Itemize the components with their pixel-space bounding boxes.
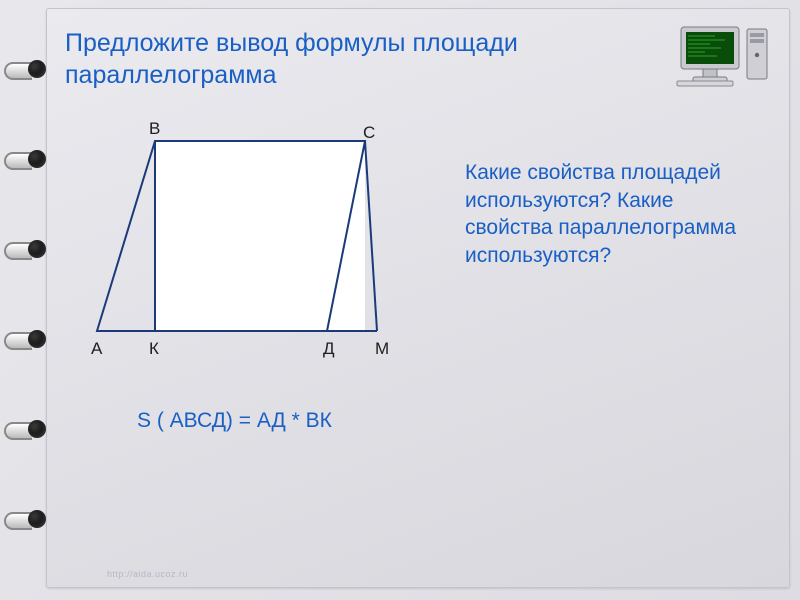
area-formula: S ( АВСД) = АД * ВК: [137, 409, 332, 433]
vertex-B: В: [149, 119, 160, 139]
vertex-D: Д: [323, 339, 335, 359]
binder-ring: [4, 510, 46, 528]
binder-ring: [4, 240, 46, 258]
binder-ring: [4, 60, 46, 78]
binder-ring: [4, 330, 46, 348]
slide-card: Предложите вывод формулы площади паралле…: [46, 8, 790, 588]
slide-title: Предложите вывод формулы площади паралле…: [65, 27, 585, 91]
binder-ring: [4, 420, 46, 438]
parallelogram-diagram: В С А К Д М: [67, 121, 437, 381]
vertex-C: С: [363, 123, 375, 143]
vertex-A: А: [91, 339, 102, 359]
computer-icon: [675, 23, 771, 87]
binder-ring: [4, 150, 46, 168]
watermark-text: http://aida.ucoz.ru: [107, 569, 188, 579]
spiral-binding: [0, 0, 48, 600]
question-text: Какие свойства площадей используются? Ка…: [465, 159, 765, 270]
vertex-M: М: [375, 339, 389, 359]
vertex-K: К: [149, 339, 159, 359]
